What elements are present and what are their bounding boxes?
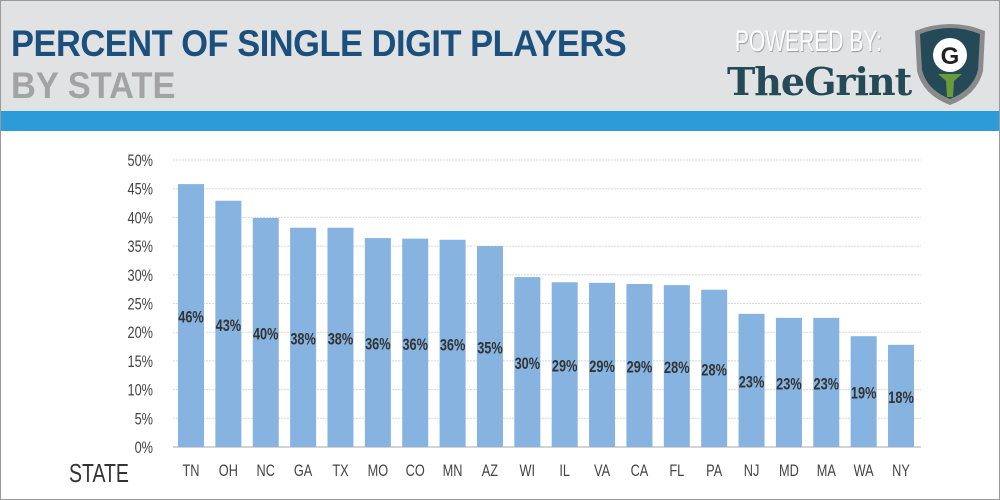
- bar-tn: [178, 184, 204, 447]
- x-tick-label: FL: [669, 461, 684, 480]
- bar-chart: 0% 5% 10% 15% 20% 25% 30% 35% 40% 45% 50% 46% TN 43% O…: [69, 151, 921, 488]
- x-tick-label: NJ: [744, 461, 760, 480]
- bar-pa: [701, 289, 728, 447]
- x-tick-label: PA: [706, 461, 722, 480]
- y-tick-label: 45%: [127, 180, 153, 199]
- data-label: 29%: [589, 357, 615, 376]
- x-axis-title: STATE: [69, 458, 129, 487]
- y-tick-label: 25%: [127, 295, 153, 314]
- bar-va: [589, 282, 616, 447]
- bar-ny: [888, 344, 915, 447]
- data-label: 36%: [440, 336, 466, 355]
- data-label: 38%: [328, 330, 354, 349]
- y-tick-label: 30%: [127, 266, 153, 285]
- y-tick-label: 40%: [127, 209, 153, 228]
- x-tick-label: MD: [779, 461, 799, 480]
- bar-md: [775, 317, 802, 447]
- bar-ga: [290, 227, 317, 447]
- data-label: 29%: [627, 358, 653, 377]
- bar-mo: [364, 238, 391, 447]
- x-tick-label: MA: [817, 461, 836, 480]
- x-tick-label: WA: [854, 461, 874, 480]
- x-tick-label: GA: [294, 461, 312, 480]
- x-tick-label: OH: [219, 461, 238, 480]
- x-tick-label: MN: [443, 461, 463, 480]
- data-label: 18%: [888, 388, 914, 407]
- bar-nc: [252, 217, 279, 447]
- bar-ca: [626, 283, 653, 447]
- title-line1: PERCENT OF SINGLE DIGIT PLAYERS: [11, 23, 627, 64]
- data-label: 36%: [402, 335, 428, 354]
- data-label: 46%: [178, 308, 204, 327]
- data-label: 36%: [365, 335, 391, 354]
- x-tick-label: AZ: [482, 461, 498, 480]
- y-tick-label: 15%: [127, 352, 153, 371]
- data-label: 23%: [776, 375, 802, 394]
- bar-nj: [738, 313, 765, 447]
- data-label: 23%: [739, 373, 765, 392]
- data-label: 29%: [552, 357, 578, 376]
- data-label: 40%: [253, 325, 279, 344]
- x-tick-label: WI: [520, 461, 536, 480]
- data-label: 28%: [701, 361, 727, 380]
- data-label: 23%: [814, 375, 840, 394]
- bar-az: [476, 246, 503, 447]
- x-tick-label: IL: [559, 461, 570, 480]
- x-tick-label: NY: [892, 461, 910, 480]
- data-label: 19%: [851, 384, 877, 403]
- bar-fl: [663, 285, 690, 447]
- x-tick-label: VA: [594, 461, 610, 480]
- powered-by-text: POWERED BY:: [735, 25, 883, 58]
- bar-co: [402, 238, 429, 447]
- bar-wa: [850, 336, 877, 447]
- bar-mn: [439, 239, 466, 447]
- y-tick-label: 5%: [135, 410, 153, 429]
- x-tick-label: CO: [406, 461, 425, 480]
- thegrint-shield-logo-icon: G: [915, 24, 985, 105]
- x-tick-label: TN: [183, 461, 200, 480]
- brand-name: TheGrint: [727, 59, 912, 104]
- x-tick-label: NC: [257, 461, 276, 480]
- data-label: 30%: [515, 354, 541, 373]
- x-tick-label: CA: [631, 461, 649, 480]
- y-tick-label: 0%: [135, 438, 153, 457]
- x-tick-label: MO: [368, 461, 389, 480]
- header-accent-band: [1, 111, 999, 131]
- bar-oh: [215, 200, 242, 447]
- data-label: 35%: [477, 339, 503, 358]
- y-tick-label: 20%: [127, 323, 153, 342]
- header: PERCENT OF SINGLE DIGIT PLAYERS BY STATE…: [1, 1, 999, 111]
- bar-wi: [514, 277, 541, 447]
- data-label: 43%: [216, 316, 242, 335]
- bar-tx: [327, 227, 354, 447]
- y-tick-label: 50%: [127, 151, 153, 170]
- x-tick-label: TX: [332, 461, 348, 480]
- bar-il: [551, 282, 578, 447]
- y-tick-label: 35%: [127, 237, 153, 256]
- y-tick-label: 10%: [127, 381, 153, 400]
- data-label: 38%: [290, 330, 316, 349]
- title-line2: BY STATE: [11, 65, 176, 106]
- svg-text:G: G: [941, 43, 960, 70]
- data-label: 28%: [664, 358, 690, 377]
- bar-ma: [813, 317, 840, 447]
